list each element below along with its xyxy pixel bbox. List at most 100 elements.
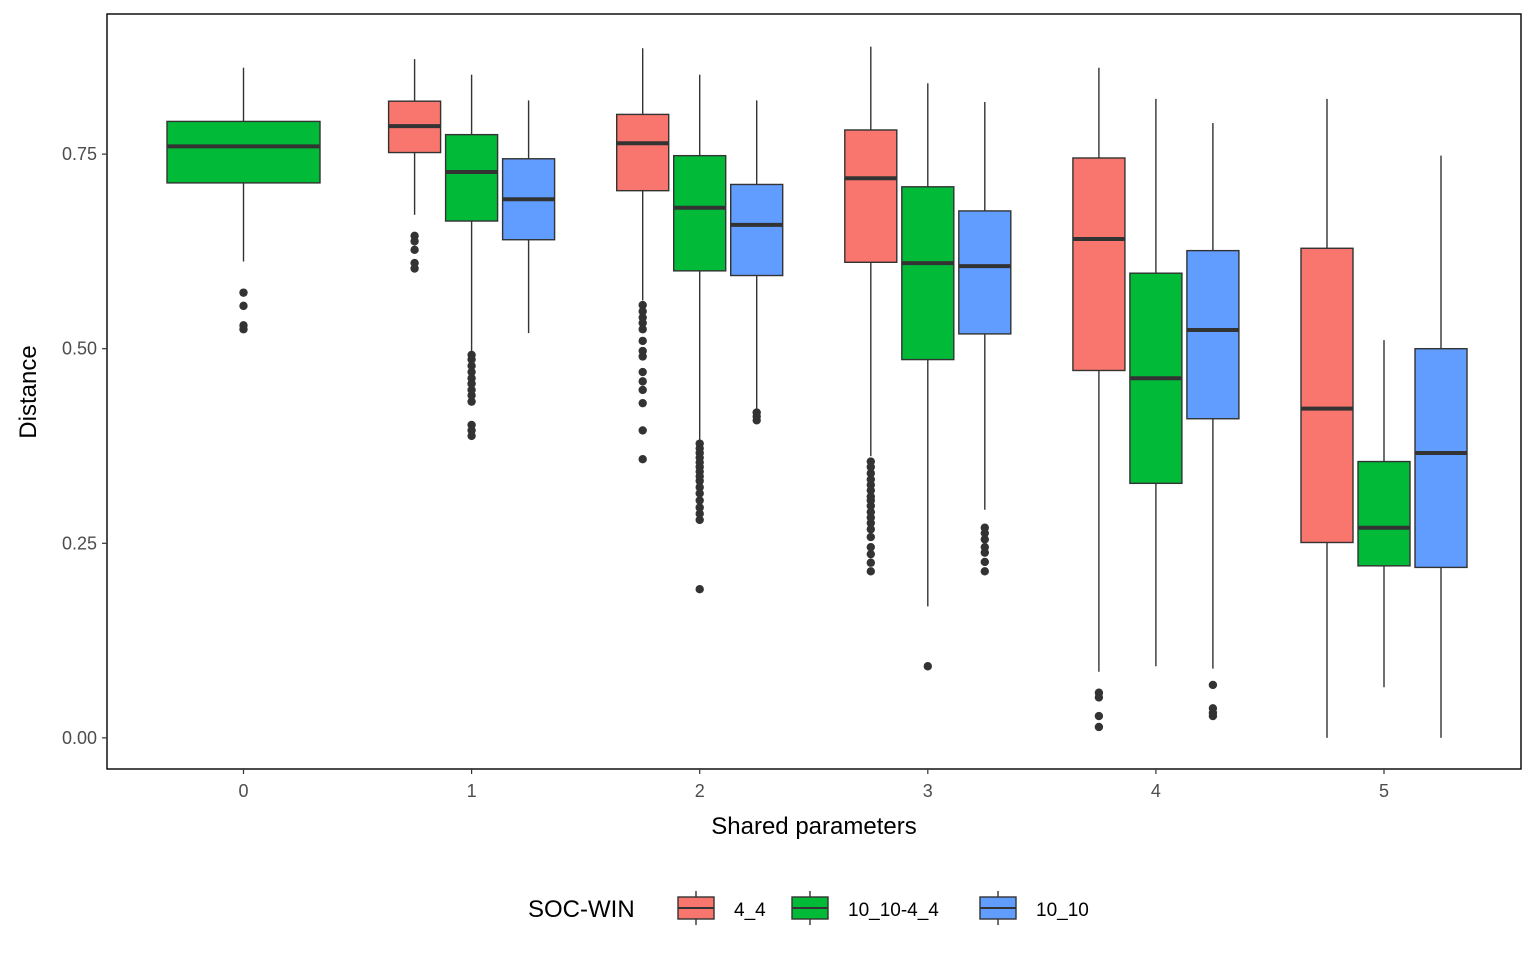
legend-title: SOC-WIN: [528, 896, 635, 923]
box-10_10-4: [1186, 122, 1240, 721]
outlier-point: [239, 325, 248, 334]
y-axis: 0.00 0.25 0.50 0.75: [62, 144, 107, 748]
plot-border: [106, 13, 1522, 770]
plot-area: [166, 46, 1468, 738]
outlier-point: [866, 542, 875, 552]
box-10_10-4_4-4: [1129, 98, 1183, 667]
x-tick-label: 3: [923, 781, 933, 801]
box-4_4-2: [616, 48, 670, 464]
outlier-point: [410, 237, 419, 246]
box-10_10-1: [501, 100, 556, 334]
outlier-point: [638, 325, 647, 334]
outlier-point: [866, 501, 875, 511]
box-iqr: [1072, 157, 1126, 372]
outlier-point: [1094, 711, 1104, 721]
outlier-point: [467, 361, 476, 371]
box-4_4-5: [1300, 98, 1354, 738]
outlier-point: [695, 476, 704, 486]
outlier-point: [695, 489, 704, 498]
outlier-point: [866, 469, 875, 478]
outlier-point: [638, 398, 647, 408]
outlier-point: [638, 318, 647, 328]
outlier-point: [866, 567, 875, 576]
outlier-point: [695, 515, 704, 525]
x-tick-label: 0: [238, 781, 248, 801]
outlier-point: [467, 379, 476, 388]
box-10_10-4_4-0: [166, 67, 321, 334]
x-tick-label: 1: [467, 781, 477, 801]
box-10_10-3: [958, 101, 1012, 576]
box-iqr: [673, 154, 727, 272]
outlier-point: [638, 367, 647, 377]
outlier-point: [239, 301, 248, 311]
outlier-point: [638, 352, 647, 361]
box-4_4-1: [387, 59, 442, 273]
box-4_4-4: [1072, 67, 1126, 732]
outlier-point: [752, 416, 761, 425]
outlier-point: [638, 307, 647, 316]
outlier-point: [638, 426, 647, 435]
box-10_10-4_4-2: [673, 74, 727, 594]
outlier-point: [1094, 722, 1104, 732]
outlier-point: [695, 483, 704, 492]
outlier-point: [467, 391, 476, 400]
outlier-point: [695, 496, 704, 505]
outlier-point: [695, 503, 704, 512]
x-axis: 0 1 2 3 4 5: [238, 769, 1389, 801]
box-iqr: [844, 129, 898, 263]
box-4_4-3: [844, 46, 898, 576]
outlier-point: [866, 486, 875, 495]
outlier-point: [866, 518, 875, 528]
x-tick-label: 2: [695, 781, 705, 801]
outlier-point: [638, 300, 647, 310]
x-tick-label: 4: [1151, 781, 1161, 801]
outlier-point: [638, 455, 647, 464]
outlier-point: [1094, 693, 1104, 702]
y-tick-label: 0.50: [62, 339, 97, 359]
outlier-point: [467, 397, 476, 406]
box-10_10-4_4-1: [444, 74, 499, 441]
y-tick-label: 0.75: [62, 144, 97, 164]
box-10_10-5: [1414, 155, 1468, 738]
box-iqr: [616, 113, 670, 192]
y-tick-label: 0.00: [62, 728, 97, 748]
y-axis-title: Distance: [15, 345, 42, 438]
box-iqr: [166, 120, 321, 184]
outlier-point: [980, 548, 989, 557]
outlier-point: [695, 585, 704, 594]
outlier-point: [866, 532, 875, 542]
legend-label: 10_10-4_4: [848, 900, 939, 921]
outlier-point: [866, 549, 875, 559]
outlier-point: [467, 431, 476, 441]
outlier-point: [866, 525, 875, 534]
box-iqr: [444, 133, 499, 222]
outlier-point: [1208, 680, 1218, 690]
box-10_10-4_4-5: [1357, 340, 1411, 688]
legend-label: 4_4: [734, 900, 766, 921]
outlier-point: [866, 462, 875, 472]
x-axis-title: Shared parameters: [711, 813, 916, 840]
outlier-point: [980, 535, 989, 544]
legend-item-10_10-4_4: 10_10-4_4: [791, 891, 939, 925]
box-iqr: [958, 210, 1012, 335]
box-iqr: [1186, 249, 1240, 420]
outlier-point: [980, 567, 989, 576]
outlier-point: [239, 288, 248, 297]
outlier-point: [695, 509, 704, 518]
outlier-point: [638, 385, 647, 395]
legend-item-4_4: 4_4: [677, 891, 766, 925]
outlier-point: [638, 336, 647, 346]
box-iqr: [1414, 347, 1468, 569]
legend-item-10_10: 10_10: [979, 891, 1089, 925]
legend: SOC-WIN 4_4 10_10-4_4 10_10: [528, 891, 1089, 925]
box-iqr: [1357, 460, 1411, 567]
legend-label: 10_10: [1036, 900, 1089, 921]
x-tick-label: 5: [1379, 781, 1389, 801]
outlier-point: [923, 662, 932, 671]
outlier-point: [467, 355, 476, 364]
outlier-point: [410, 245, 419, 255]
outlier-point: [980, 528, 989, 538]
box-iqr: [901, 186, 955, 361]
box-iqr: [730, 183, 784, 277]
